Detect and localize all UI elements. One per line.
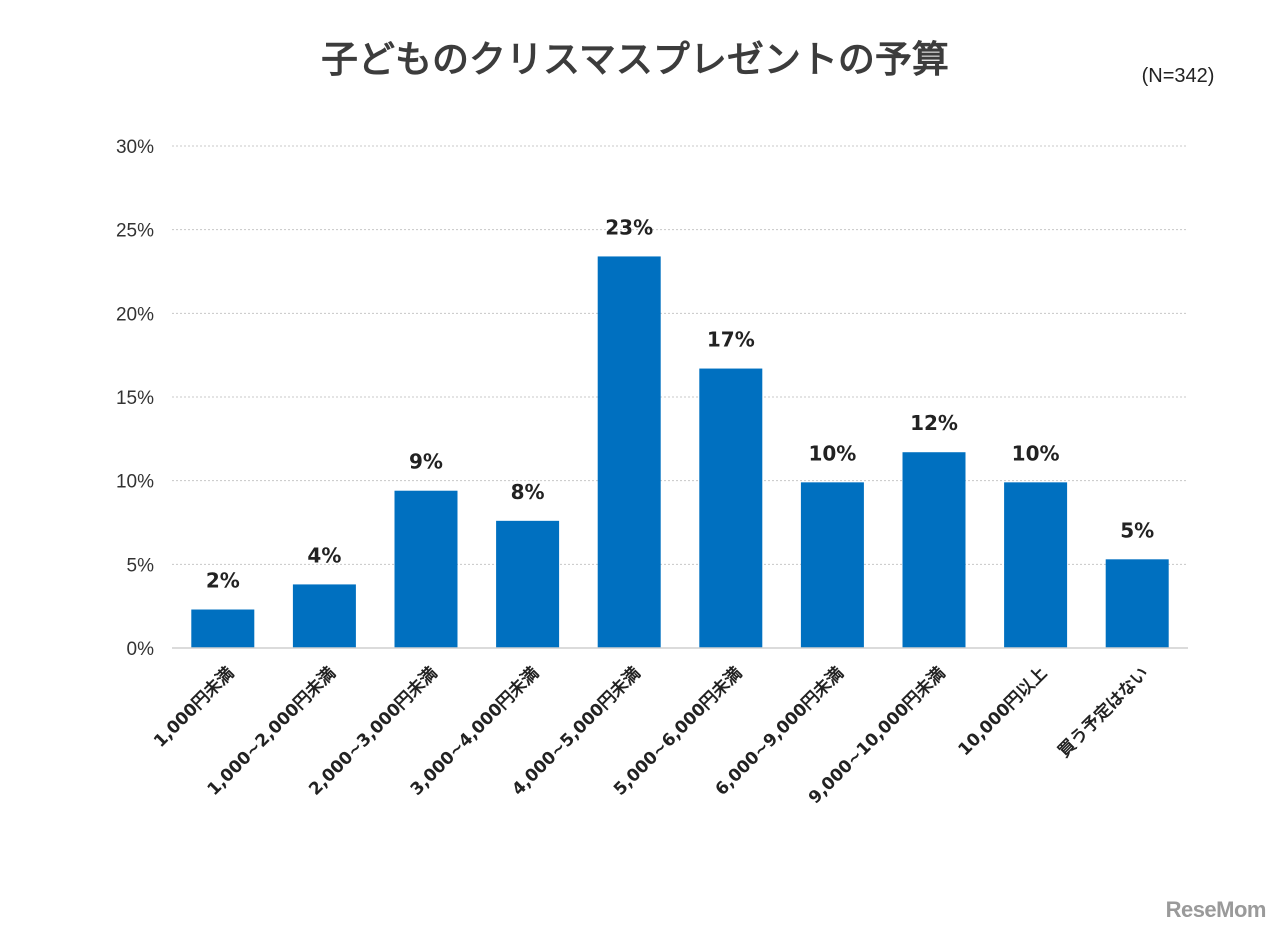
data-label: 23% [605, 215, 653, 239]
bar [800, 482, 864, 648]
bar [1004, 482, 1068, 648]
data-label: 5% [1120, 518, 1154, 542]
y-tick-label: 0% [127, 639, 155, 660]
gridlines [172, 145, 1188, 565]
bar [292, 584, 356, 648]
y-axis-tick-labels: 0% 5% 10% 15% 20% 25% 30% [116, 137, 154, 660]
x-tick-label: 買う予定はない [1054, 663, 1153, 762]
data-labels: 2% 4% 9% 8% 23% 17% 10% 12% 10% 5% [206, 215, 1154, 592]
x-tick-label: 10,000円以上 [955, 663, 1052, 760]
data-label: 2% [206, 569, 240, 593]
data-label: 8% [511, 480, 545, 504]
y-tick-label: 15% [116, 388, 154, 409]
y-tick-label: 25% [116, 221, 154, 242]
sample-size-label: (N=342) [1142, 65, 1215, 87]
resemom-watermark: ReseMom [1165, 897, 1267, 922]
data-label: 12% [910, 411, 958, 435]
bar [394, 490, 458, 648]
bar [191, 609, 255, 648]
x-tick-label: 1,000円未満 [149, 663, 238, 752]
chart-title: 子どものクリスマスプレゼントの予算 [321, 38, 949, 81]
data-label: 10% [1012, 441, 1060, 465]
bar [699, 368, 763, 648]
y-tick-label: 20% [116, 304, 154, 325]
x-axis-tick-labels: 1,000円未満1,000~2,000円未満2,000~3,000円未満3,00… [149, 663, 1152, 808]
data-label: 17% [707, 328, 755, 352]
data-label: 10% [808, 441, 856, 465]
data-label: 9% [409, 450, 443, 474]
y-tick-label: 5% [127, 555, 155, 576]
data-label: 4% [307, 543, 341, 567]
y-tick-label: 10% [116, 472, 154, 493]
bars [191, 256, 1169, 648]
bar [597, 256, 661, 648]
bar [1105, 559, 1169, 648]
bar [902, 452, 966, 648]
y-tick-label: 30% [116, 137, 154, 158]
bar [496, 520, 560, 648]
